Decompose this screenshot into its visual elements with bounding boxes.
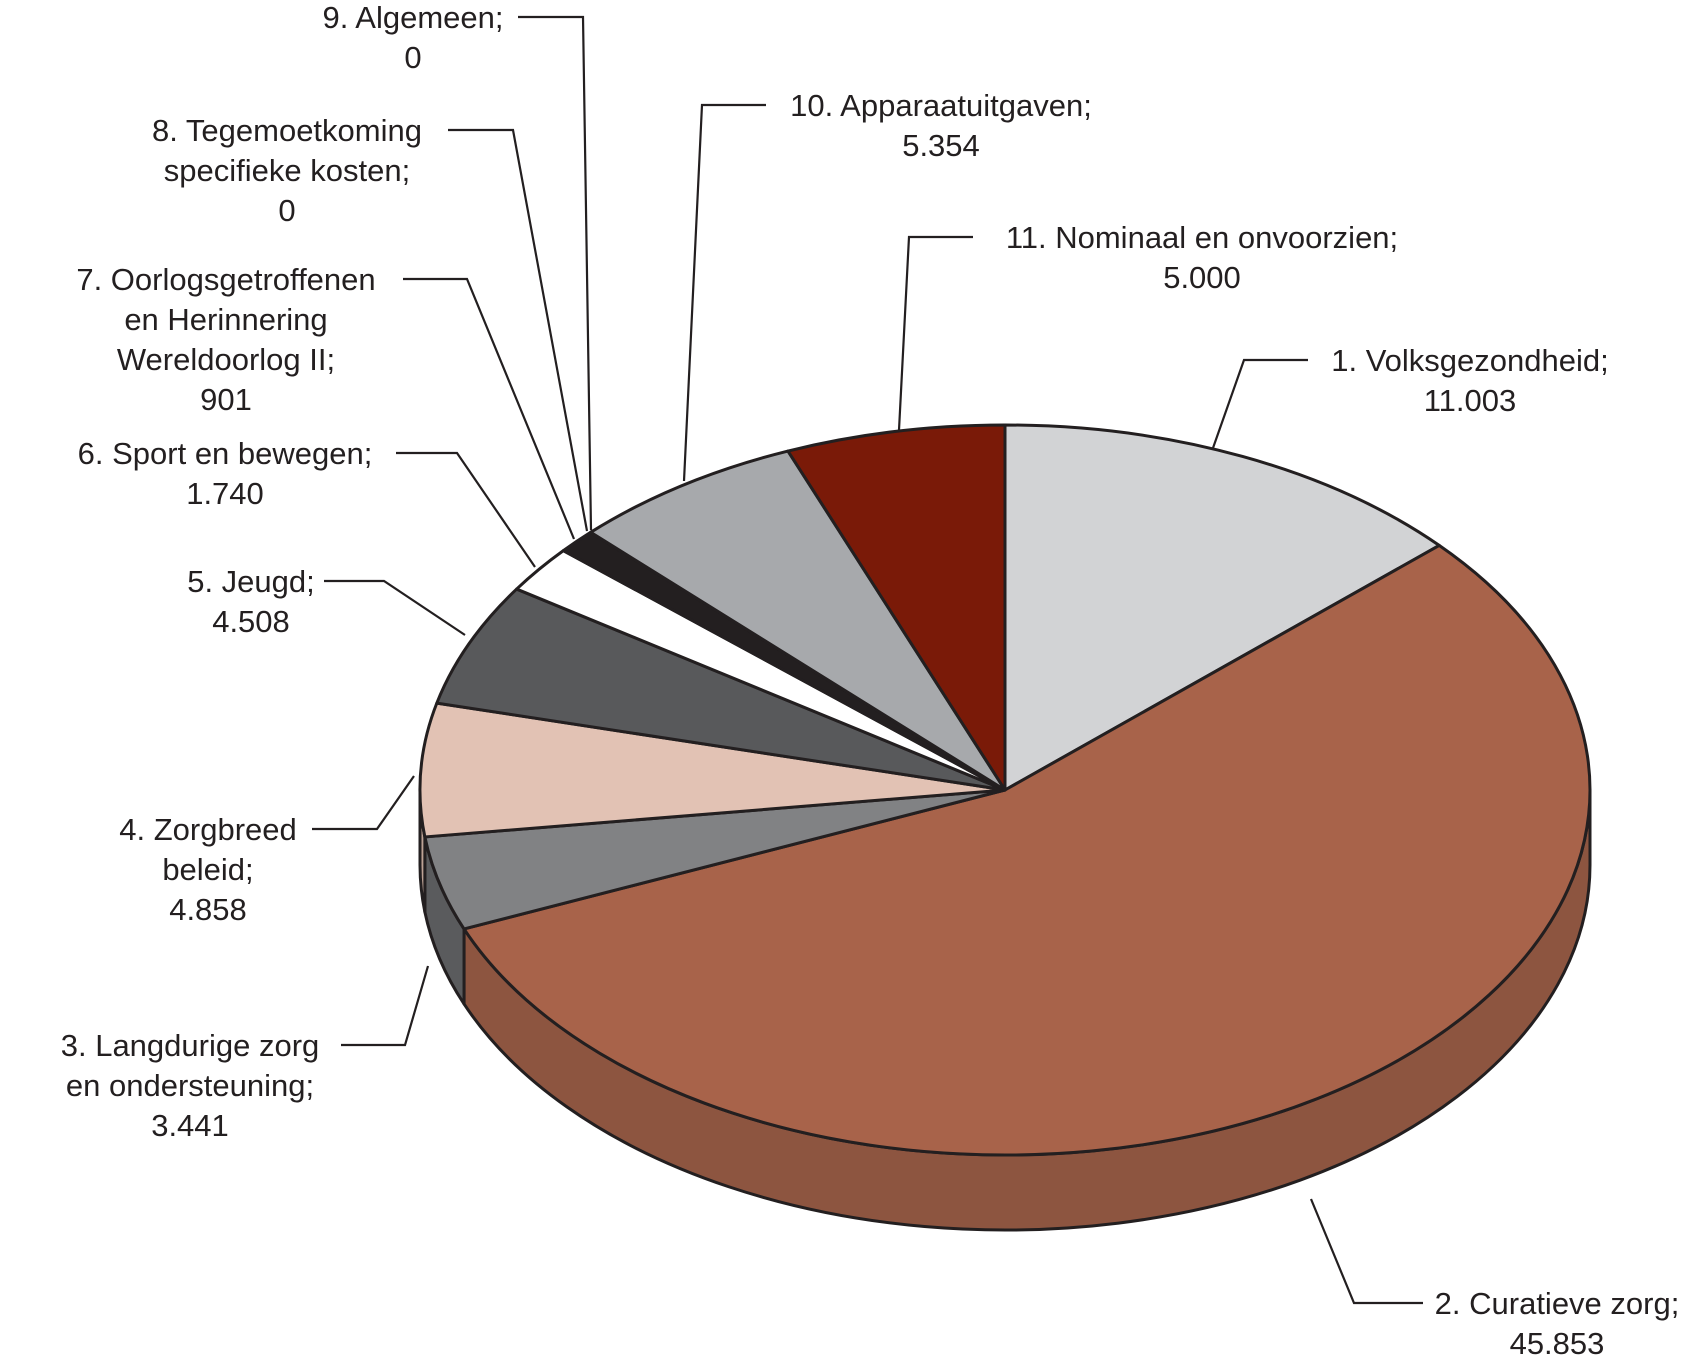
slice-label-10: 10. Apparaatuitgaven; 5.354: [790, 88, 1092, 163]
leader-lines-layer: [312, 15, 1423, 1305]
leader-line-2: [1309, 1198, 1423, 1305]
slice-label-3-line-1: 3. Langdurige zorg: [61, 1028, 320, 1063]
slice-label-7-line-4: 901: [200, 382, 252, 417]
slice-label-8: 8. Tegemoetkoming specifieke kosten; 0: [152, 113, 422, 228]
leader-line-11: [897, 235, 973, 431]
slice-label-4-line-3: 4.858: [169, 892, 247, 927]
slice-label-11-line-1: 11. Nominaal en onvoorzien;: [1006, 220, 1398, 255]
slice-label-8-line-2: specifieke kosten;: [164, 153, 410, 188]
leader-line-6: [396, 451, 536, 568]
slice-label-4: 4. Zorgbreed beleid; 4.858: [119, 812, 297, 927]
pie-slice-2: [462, 543, 1592, 1157]
slice-label-8-line-1: 8. Tegemoetkoming: [152, 113, 422, 148]
labels-layer: 1. Volksgezondheid; 11.003 2. Curatieve zo…: [61, 0, 1680, 1361]
leader-line-9: [518, 15, 593, 531]
slice-label-10-line-1: 10. Apparaatuitgaven;: [790, 88, 1092, 123]
slice-label-2: 2. Curatieve zorg; 45.853: [1435, 1286, 1680, 1361]
slice-label-2-line-1: 2. Curatieve zorg;: [1435, 1286, 1680, 1321]
slice-label-6-line-2: 1.740: [186, 476, 264, 511]
slice-label-3-line-2: en ondersteuning;: [66, 1068, 314, 1103]
slice-label-5-line-1: 5. Jeugd;: [187, 564, 315, 599]
slice-label-1: 1. Volksgezondheid; 11.003: [1331, 343, 1609, 418]
slice-label-6-line-1: 6. Sport en bewegen;: [78, 436, 373, 471]
slice-label-5-line-2: 4.508: [212, 604, 290, 639]
slice-label-7-line-1: 7. Oorlogsgetroffenen: [76, 262, 375, 297]
leader-line-3: [341, 965, 430, 1047]
slice-label-4-line-1: 4. Zorgbreed: [119, 812, 297, 847]
slice-label-1-line-1: 1. Volksgezondheid;: [1331, 343, 1609, 378]
pie-slice-11: [786, 423, 1007, 792]
slice-label-9-line-1: 9. Algemeen;: [323, 0, 504, 35]
pie-slice-4: [418, 701, 1007, 839]
slice-label-8-line-3: 0: [278, 193, 295, 228]
slice-label-9-line-2: 0: [404, 40, 421, 75]
pie-slice-1: [1003, 423, 1441, 792]
slice-label-3-line-3: 3.441: [151, 1108, 229, 1143]
pie-slices-layer: [418, 423, 1592, 1157]
leader-line-4: [312, 775, 415, 831]
slice-label-9: 9. Algemeen; 0: [323, 0, 504, 75]
leader-line-7: [403, 277, 576, 540]
slice-label-1-line-2: 11.003: [1424, 383, 1517, 418]
slice-label-5: 5. Jeugd; 4.508: [187, 564, 315, 639]
slice-label-4-line-2: beleid;: [162, 852, 253, 887]
slice-label-10-line-2: 5.354: [902, 128, 980, 163]
pie-slice-5: [435, 587, 1007, 792]
leader-line-10: [682, 103, 766, 482]
slice-label-11: 11. Nominaal en onvoorzien; 5.000: [1006, 220, 1398, 295]
pie-slice-10: [589, 449, 1007, 792]
slice-label-11-line-2: 5.000: [1163, 260, 1241, 295]
slice-label-7-line-3: Wereldoorlog II;: [117, 342, 335, 377]
leader-line-5: [324, 579, 466, 636]
slice-label-3: 3. Langdurige zorg en ondersteuning; 3.441: [61, 1028, 320, 1143]
leader-line-1: [1211, 358, 1308, 449]
slice-label-7-line-2: en Herinnering: [124, 302, 327, 337]
slice-label-7: 7. Oorlogsgetroffenen en Herinnering Werel…: [76, 262, 375, 417]
leader-line-8: [448, 128, 589, 532]
slice-label-6: 6. Sport en bewegen; 1.740: [78, 436, 373, 511]
slice-label-2-line-2: 45.853: [1510, 1326, 1605, 1361]
